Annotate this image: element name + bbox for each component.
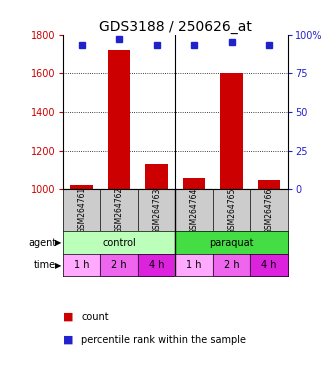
Bar [183,178,206,189]
Text: ▶: ▶ [55,261,61,270]
Text: paraquat: paraquat [210,238,254,248]
Text: GSM264764: GSM264764 [190,187,199,233]
Text: 4 h: 4 h [149,260,165,270]
Text: GSM264761: GSM264761 [77,187,86,233]
Text: time: time [34,260,56,270]
Text: GSM264763: GSM264763 [152,187,161,233]
Bar [71,185,93,189]
Bar [145,164,168,189]
Text: ▶: ▶ [55,238,61,247]
Text: 4 h: 4 h [261,260,277,270]
Text: ■: ■ [63,335,73,345]
Text: percentile rank within the sample: percentile rank within the sample [81,335,246,345]
Bar [108,50,130,189]
Text: ■: ■ [63,312,73,322]
Text: control: control [102,238,136,248]
Text: GSM264766: GSM264766 [265,187,274,233]
Text: 2 h: 2 h [111,260,127,270]
Title: GDS3188 / 250626_at: GDS3188 / 250626_at [99,20,252,33]
Text: 1 h: 1 h [74,260,89,270]
Bar [258,180,280,189]
Text: GSM264765: GSM264765 [227,187,236,233]
Text: GSM264762: GSM264762 [115,187,124,233]
Text: 1 h: 1 h [186,260,202,270]
Text: count: count [81,312,109,322]
Bar [220,73,243,189]
Text: agent: agent [28,238,56,248]
Text: 2 h: 2 h [224,260,240,270]
